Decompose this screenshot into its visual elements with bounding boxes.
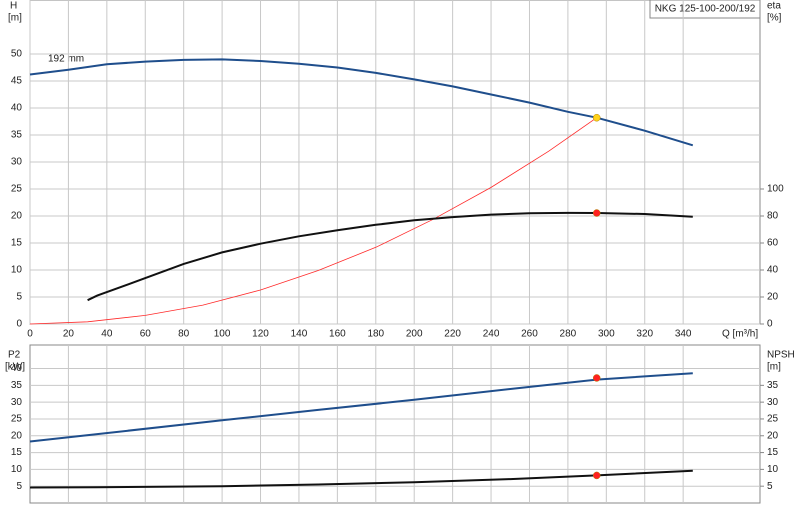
y-tick-label: 10	[11, 265, 23, 276]
x-tick-label: 0	[27, 329, 33, 340]
y2-tick-label: 0	[767, 319, 773, 330]
duty-point	[592, 471, 601, 480]
curve	[29, 469, 693, 489]
y2-tick-label: 20	[767, 292, 779, 303]
y2-unit: [%]	[767, 13, 782, 24]
y-label: P2	[8, 350, 21, 361]
y2-tick-label: 80	[767, 211, 779, 222]
x-tick-label: 220	[444, 329, 461, 340]
y2-tick-label: 5	[767, 481, 773, 492]
duty-point	[592, 374, 601, 382]
bottom-frame	[29, 344, 761, 504]
curve	[29, 58, 694, 147]
curve	[29, 372, 693, 443]
x-label: Q [m³/h]	[722, 329, 758, 340]
x-tick-label: 120	[252, 329, 269, 340]
y-tick-label: 10	[11, 464, 23, 475]
y2-tick-label: 10	[767, 464, 779, 475]
x-tick-label: 240	[483, 329, 500, 340]
x-tick-label: 60	[140, 329, 152, 340]
duty-point	[592, 113, 601, 122]
chart-title: NKG 125-100-200/192	[655, 4, 756, 15]
y-tick-label: 35	[11, 380, 23, 391]
y-tick-label: 45	[11, 76, 23, 87]
y-tick-label: 20	[11, 430, 23, 441]
y2-tick-label: 15	[767, 447, 779, 458]
y-unit: [kW]	[5, 362, 25, 373]
y-tick-label: 40	[11, 103, 23, 114]
x-tick-label: 300	[598, 329, 615, 340]
y-tick-label: 35	[11, 130, 23, 141]
x-tick-label: 260	[521, 329, 538, 340]
y2-tick-label: 100	[767, 184, 784, 195]
y-unit: [m]	[8, 13, 22, 24]
y2-tick-label: 60	[767, 238, 779, 249]
annotation: 192 mm	[48, 54, 84, 65]
y-tick-label: 25	[11, 414, 23, 425]
y2-tick-label: 35	[767, 380, 779, 391]
y-tick-label: 20	[11, 211, 23, 222]
y2-label: eta	[767, 1, 781, 12]
y-label: H	[10, 1, 17, 12]
y-tick-label: 40	[11, 363, 23, 374]
y-tick-label: 15	[11, 447, 23, 458]
y-tick-label: 0	[16, 319, 22, 330]
y-tick-label: 5	[16, 481, 22, 492]
x-tick-label: 280	[560, 329, 577, 340]
x-tick-label: 320	[636, 329, 653, 340]
y-tick-label: 25	[11, 184, 23, 195]
duty-point	[592, 209, 601, 217]
x-tick-label: 180	[367, 329, 384, 340]
y-tick-label: 30	[11, 397, 23, 408]
y2-tick-label: 25	[767, 414, 779, 425]
x-tick-label: 200	[406, 329, 423, 340]
x-tick-label: 80	[178, 329, 190, 340]
y2-tick-label: 20	[767, 430, 779, 441]
y2-unit: [m]	[767, 362, 781, 373]
y-tick-label: 5	[16, 292, 22, 303]
y-tick-label: 50	[11, 49, 23, 60]
x-tick-label: 20	[63, 329, 75, 340]
y-tick-label: 30	[11, 157, 23, 168]
y2-tick-label: 30	[767, 397, 779, 408]
x-tick-label: 40	[101, 329, 113, 340]
y2-label: NPSH	[767, 350, 795, 361]
y2-tick-label: 40	[767, 265, 779, 276]
x-tick-label: 140	[291, 329, 308, 340]
y-tick-label: 15	[11, 238, 23, 249]
curve	[29, 117, 597, 325]
curve	[87, 211, 693, 302]
title-box	[649, 0, 761, 19]
x-tick-label: 340	[675, 329, 692, 340]
x-tick-label: 100	[214, 329, 231, 340]
x-tick-label: 160	[329, 329, 346, 340]
